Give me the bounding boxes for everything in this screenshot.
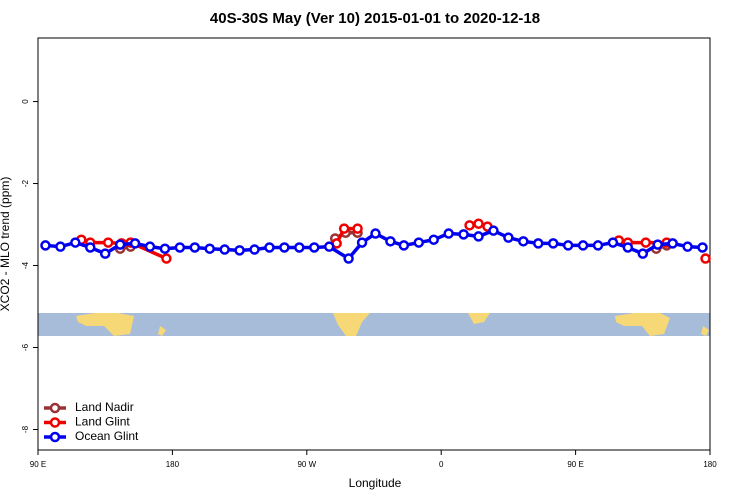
- point: [370, 228, 381, 239]
- point: [428, 234, 439, 245]
- point: [102, 237, 114, 248]
- x-tick-label: 0: [439, 460, 444, 469]
- point: [85, 242, 96, 253]
- point: [385, 236, 396, 247]
- point: [174, 242, 186, 253]
- point: [488, 225, 499, 236]
- point: [352, 223, 363, 234]
- point: [129, 238, 141, 249]
- point: [114, 239, 126, 250]
- point: [640, 237, 652, 248]
- point: [473, 218, 484, 229]
- point: [219, 244, 230, 255]
- point: [159, 243, 171, 254]
- point: [204, 243, 215, 254]
- point: [356, 237, 368, 248]
- point: [338, 223, 350, 234]
- point: [682, 241, 693, 252]
- point: [700, 253, 711, 264]
- point: [443, 228, 454, 239]
- point: [652, 239, 663, 250]
- x-tick-label: 90 E: [30, 460, 46, 469]
- point: [413, 237, 425, 248]
- x-tick-label: 90 W: [297, 460, 316, 469]
- point: [294, 242, 305, 253]
- point: [458, 229, 469, 240]
- point: [309, 242, 320, 253]
- point: [70, 237, 81, 248]
- point: [464, 220, 475, 231]
- y-tick-label: -6: [21, 343, 30, 351]
- point: [144, 241, 156, 252]
- point: [249, 244, 260, 255]
- chart-title: 40S-30S May (Ver 10) 2015-01-01 to 2020-…: [210, 10, 540, 27]
- point: [40, 240, 51, 251]
- point: [518, 236, 529, 247]
- point: [234, 245, 245, 256]
- point: [562, 240, 574, 251]
- y-tick-label: 0: [21, 99, 30, 104]
- x-tick-label: 90 E: [567, 460, 583, 469]
- point: [161, 253, 172, 264]
- point: [503, 232, 514, 243]
- legend-marker: [49, 417, 61, 428]
- point: [622, 242, 634, 253]
- point: [607, 237, 619, 248]
- point: [577, 240, 589, 251]
- x-tick-label: 180: [166, 460, 180, 469]
- point: [323, 241, 335, 252]
- x-axis-label: Longitude: [349, 476, 402, 490]
- y-axis-label: XCO2 - MLO trend (ppm): [0, 177, 12, 312]
- point: [667, 238, 678, 249]
- point: [637, 248, 649, 259]
- point: [398, 240, 410, 251]
- point: [264, 242, 275, 253]
- y-tick-label: -4: [21, 261, 30, 269]
- point: [189, 242, 201, 253]
- x-tick-label: 180: [703, 460, 717, 469]
- point: [343, 253, 354, 264]
- legend-label: Land Nadir: [75, 400, 134, 414]
- legend-marker: [49, 431, 61, 443]
- point: [533, 238, 544, 249]
- point: [547, 238, 559, 249]
- point: [99, 248, 111, 259]
- legend-label: Land Glint: [75, 415, 130, 429]
- legend-marker: [49, 402, 61, 414]
- legend-label: Ocean Glint: [75, 429, 139, 443]
- plot-frame: [37, 37, 711, 451]
- y-tick-label: -8: [21, 425, 30, 433]
- point: [279, 242, 290, 253]
- map-strip: [38, 313, 710, 336]
- y-tick-label: -2: [21, 179, 30, 187]
- point: [55, 241, 66, 252]
- point: [697, 242, 708, 253]
- point: [473, 231, 484, 242]
- point: [592, 240, 604, 251]
